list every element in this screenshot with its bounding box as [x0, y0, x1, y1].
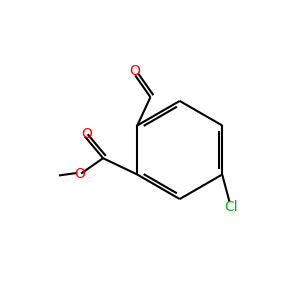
Text: O: O — [74, 167, 85, 181]
Text: O: O — [81, 127, 92, 141]
Text: Cl: Cl — [224, 200, 238, 214]
Text: O: O — [130, 64, 140, 77]
